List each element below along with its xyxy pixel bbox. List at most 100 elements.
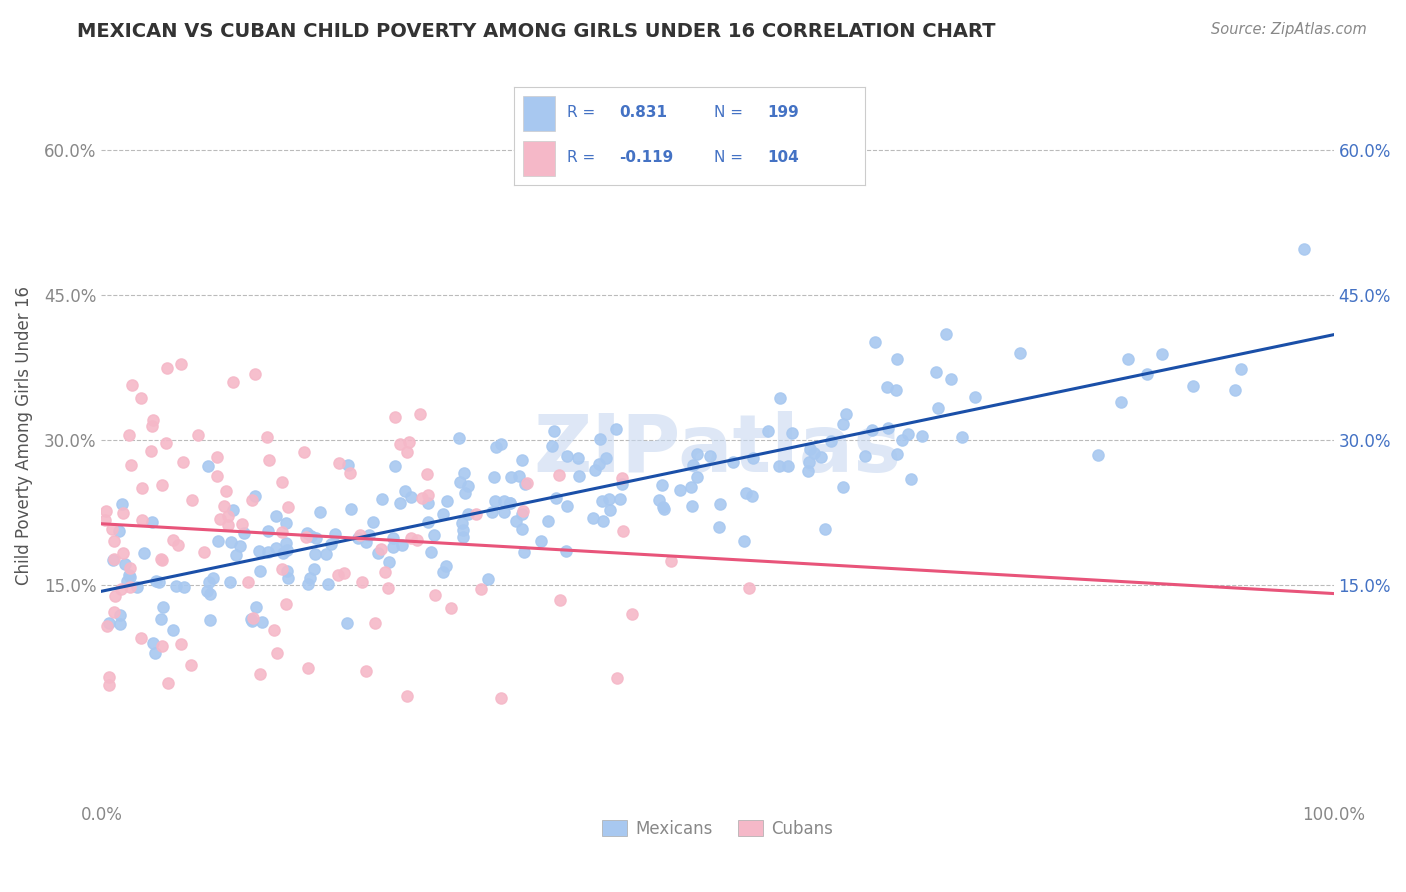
Point: [416, 515, 439, 529]
Point: [741, 450, 763, 465]
Point: [245, 489, 267, 503]
Point: [890, 434, 912, 448]
Point: [103, 534, 125, 549]
Point: [492, 493, 515, 508]
Point: [668, 483, 690, 498]
Point: [276, 565, 298, 579]
Point: [484, 494, 506, 508]
Point: [325, 526, 347, 541]
Point: [391, 538, 413, 552]
Point: [129, 631, 152, 645]
Point: [374, 565, 396, 579]
Point: [499, 470, 522, 484]
Point: [155, 436, 177, 450]
Point: [349, 528, 371, 542]
Point: [820, 434, 842, 448]
Point: [207, 534, 229, 549]
Point: [1116, 352, 1139, 367]
Point: [494, 505, 516, 519]
Point: [308, 505, 330, 519]
Point: [157, 676, 180, 690]
Point: [218, 574, 240, 589]
Point: [831, 480, 853, 494]
Point: [96, 618, 118, 632]
Point: [451, 530, 474, 544]
Point: [886, 351, 908, 366]
Point: [598, 491, 620, 506]
Point: [682, 458, 704, 473]
Point: [835, 407, 858, 421]
Point: [162, 623, 184, 637]
Point: [568, 469, 591, 483]
Point: [537, 514, 560, 528]
Point: [927, 401, 949, 416]
Point: [489, 437, 512, 451]
Point: [115, 574, 138, 589]
Point: [648, 493, 671, 508]
Point: [950, 429, 973, 443]
Point: [540, 439, 562, 453]
Point: [477, 572, 499, 586]
Point: [249, 667, 271, 681]
Point: [814, 522, 837, 536]
Legend: Mexicans, Cubans: Mexicans, Cubans: [595, 813, 839, 844]
Point: [1008, 346, 1031, 360]
Point: [340, 501, 363, 516]
Point: [193, 544, 215, 558]
Point: [214, 483, 236, 498]
Point: [512, 452, 534, 467]
Point: [911, 429, 934, 443]
Point: [399, 490, 422, 504]
Point: [132, 546, 155, 560]
Point: [277, 500, 299, 515]
Point: [394, 483, 416, 498]
Point: [276, 543, 298, 558]
Point: [100, 522, 122, 536]
Point: [149, 612, 172, 626]
Point: [481, 504, 503, 518]
Point: [605, 422, 627, 436]
Point: [152, 599, 174, 614]
Point: [198, 574, 221, 589]
Point: [367, 546, 389, 560]
Point: [381, 541, 404, 555]
Point: [741, 489, 763, 503]
Point: [337, 458, 360, 472]
Point: [114, 557, 136, 571]
Point: [170, 637, 193, 651]
Point: [482, 469, 505, 483]
Point: [245, 600, 267, 615]
Point: [965, 390, 987, 404]
Point: [165, 579, 187, 593]
Y-axis label: Child Poverty Among Girls Under 16: Child Poverty Among Girls Under 16: [15, 286, 32, 585]
Point: [297, 576, 319, 591]
Point: [150, 639, 173, 653]
Point: [652, 500, 675, 515]
Point: [266, 541, 288, 555]
Point: [780, 425, 803, 440]
Point: [219, 534, 242, 549]
Point: [454, 486, 477, 500]
Point: [411, 491, 433, 506]
Point: [1225, 383, 1247, 397]
Point: [131, 482, 153, 496]
Point: [530, 533, 553, 548]
Point: [205, 468, 228, 483]
Point: [512, 504, 534, 518]
Text: Source: ZipAtlas.com: Source: ZipAtlas.com: [1211, 22, 1367, 37]
Point: [1182, 379, 1205, 393]
Point: [150, 477, 173, 491]
Point: [94, 504, 117, 518]
Point: [103, 605, 125, 619]
Point: [145, 574, 167, 588]
Point: [440, 600, 463, 615]
Point: [221, 375, 243, 389]
Point: [94, 513, 117, 527]
Point: [98, 678, 121, 692]
Point: [453, 466, 475, 480]
Point: [263, 624, 285, 638]
Point: [304, 562, 326, 576]
Point: [162, 533, 184, 547]
Point: [799, 442, 821, 457]
Point: [860, 423, 883, 437]
